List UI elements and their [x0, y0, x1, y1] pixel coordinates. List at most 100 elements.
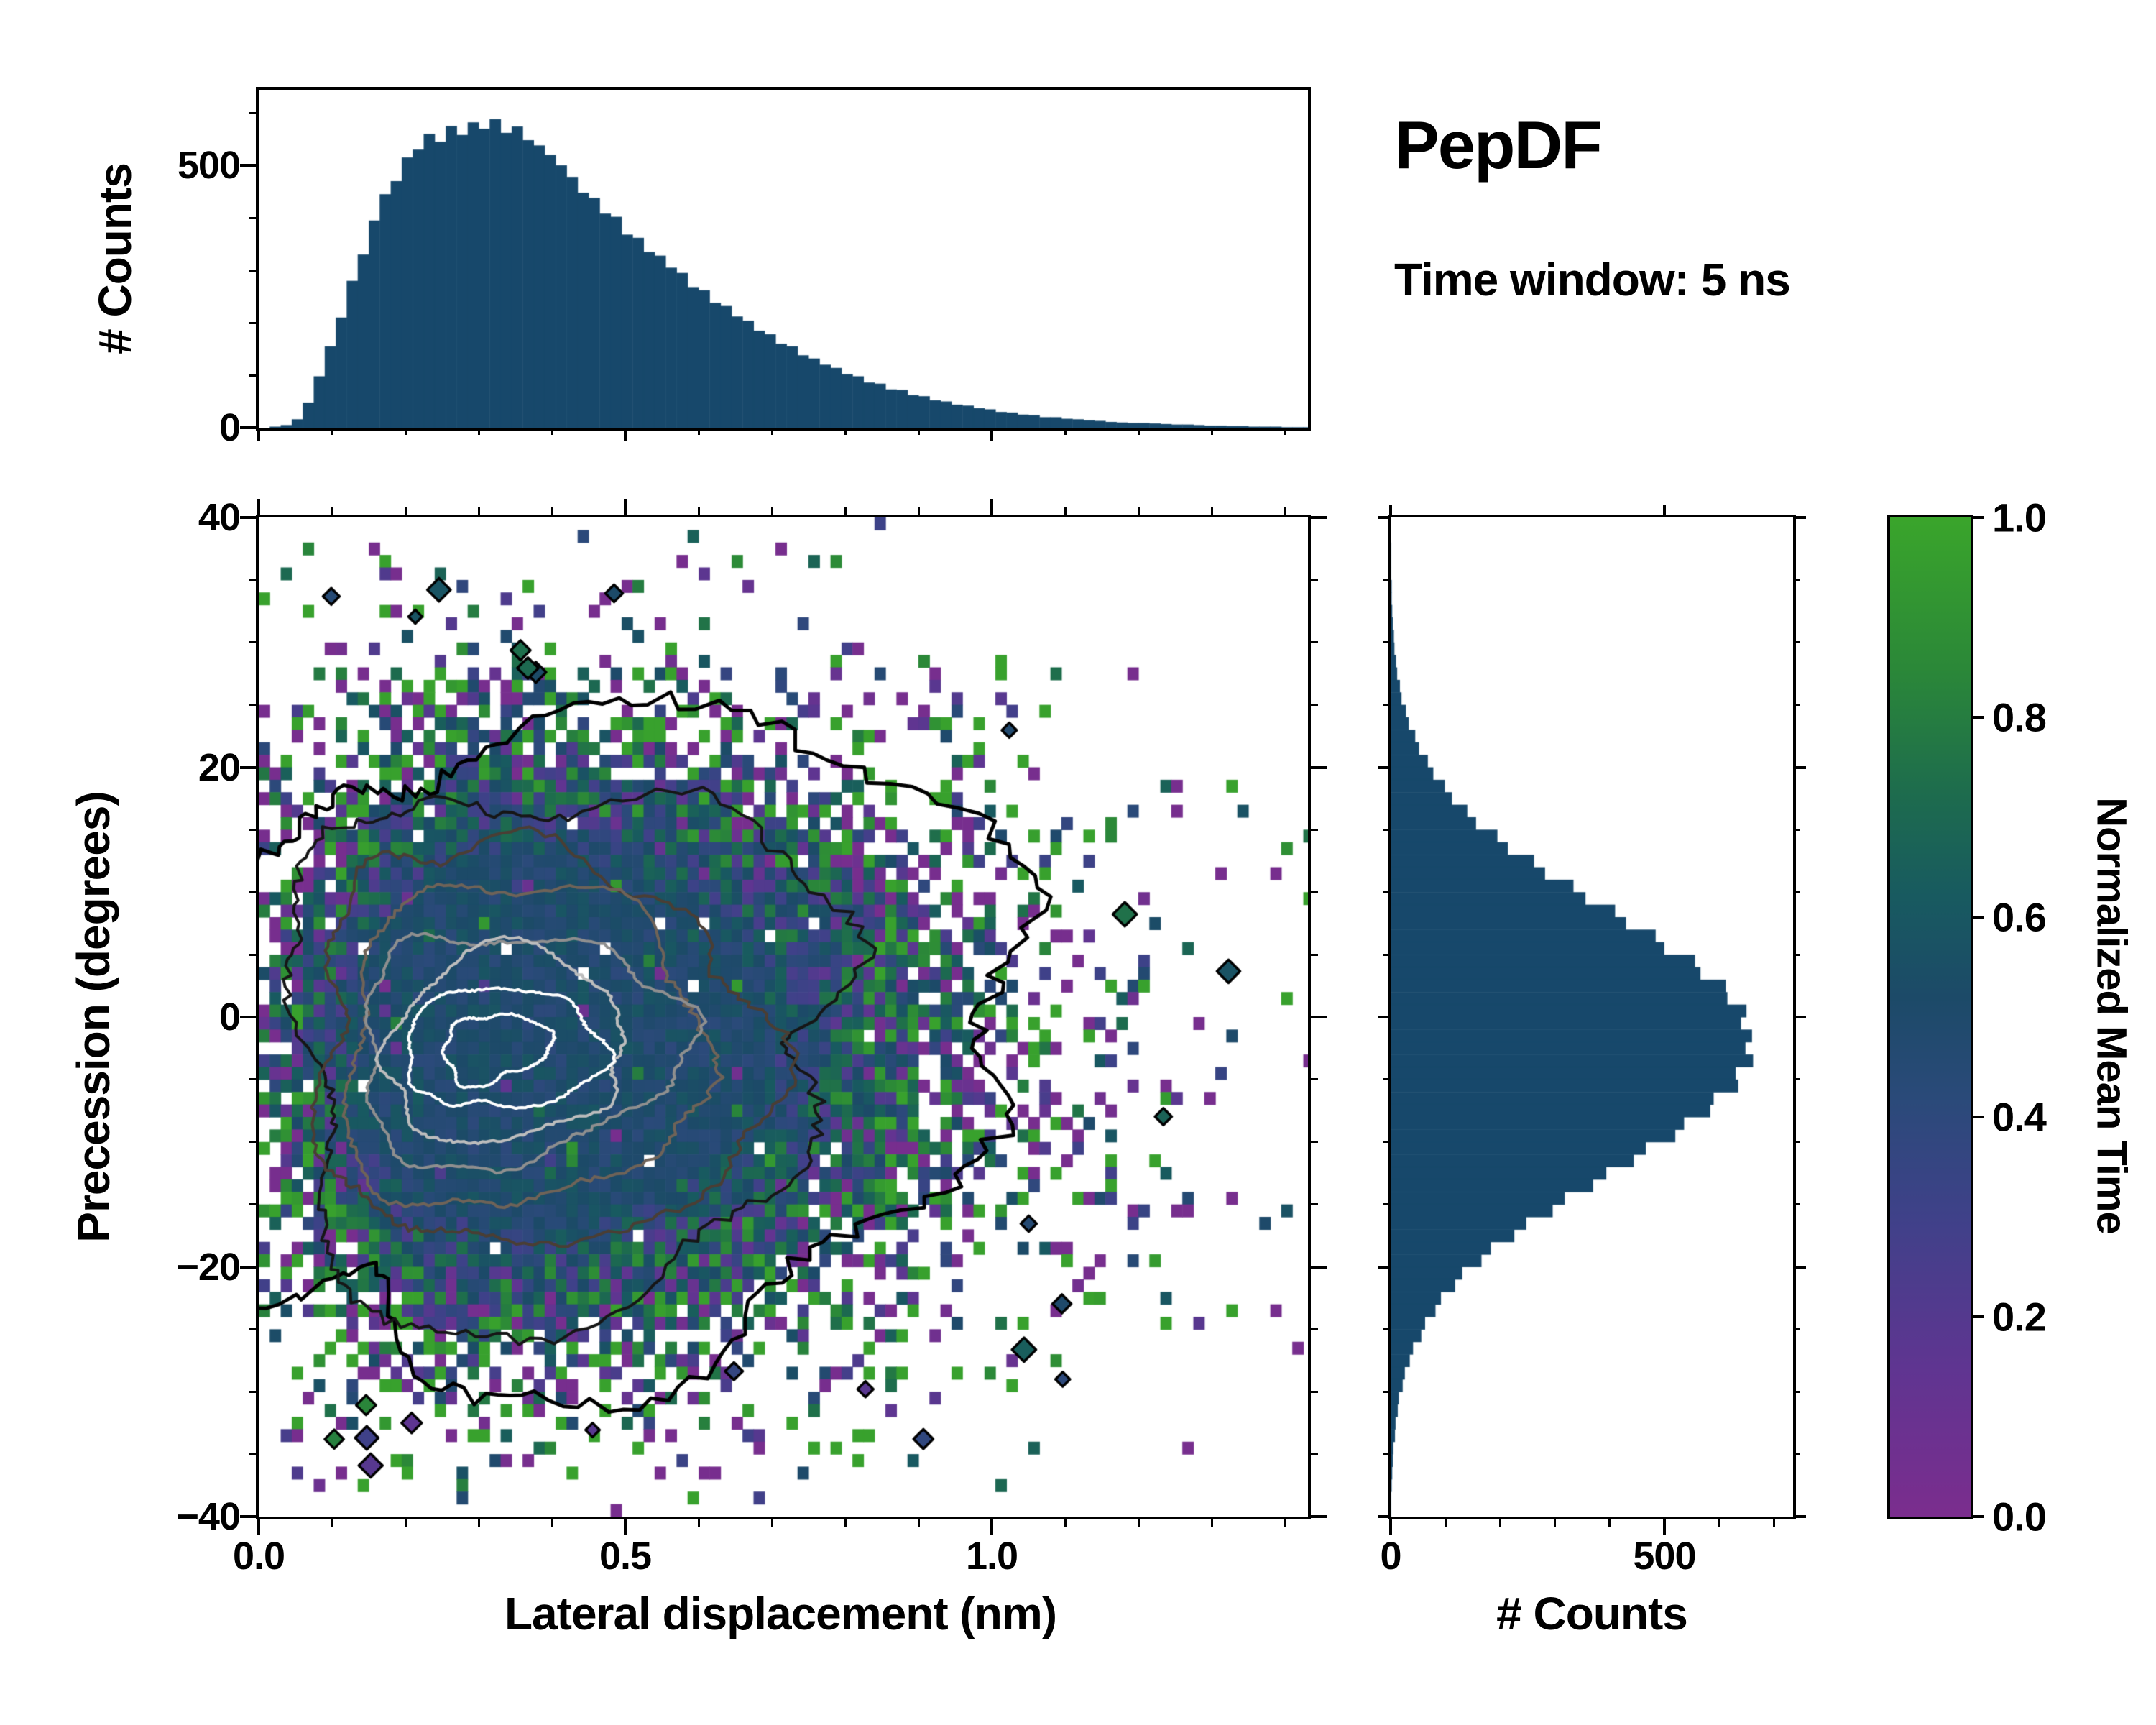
tick-mark [1444, 1517, 1447, 1527]
tick-mark [1308, 1265, 1327, 1269]
tick-mark [917, 428, 920, 435]
tick-mark [249, 269, 259, 272]
tick-mark [240, 516, 259, 519]
tick-mark [844, 507, 847, 518]
tick-label: 500 [1633, 1535, 1696, 1578]
tick-mark [249, 1203, 259, 1206]
tick-mark [1793, 1141, 1800, 1144]
right-histogram-panel [1388, 515, 1796, 1519]
tick-mark [1971, 1515, 1984, 1518]
tick-mark [1383, 641, 1391, 644]
tick-mark [1793, 579, 1800, 581]
tick-mark [990, 428, 993, 441]
tick-mark [624, 428, 627, 441]
tick-mark [240, 765, 259, 769]
right-histogram-canvas [1391, 518, 1793, 1517]
tick-mark [1308, 641, 1318, 644]
tick-mark [249, 1328, 259, 1330]
tick-mark [1793, 1453, 1800, 1455]
tick-mark [1793, 1265, 1806, 1269]
tick-mark [1971, 716, 1984, 719]
tick-mark [249, 1390, 259, 1393]
tick-mark [1793, 891, 1800, 893]
tick-mark [1793, 704, 1800, 707]
tick-mark [240, 1265, 259, 1269]
right-hist-xlabel: # Counts [1496, 1588, 1688, 1639]
tick-mark [624, 1517, 627, 1535]
tick-mark [1137, 1517, 1140, 1527]
tick-mark [1793, 641, 1800, 644]
tick-mark [550, 507, 553, 518]
main-ylabel: Precession (degrees) [68, 791, 119, 1243]
tick-mark [249, 704, 259, 707]
tick-mark [249, 828, 259, 831]
tick-mark [1308, 891, 1318, 893]
tick-label: 0 [218, 995, 241, 1039]
tick-mark [1308, 1390, 1318, 1393]
tick-mark [770, 1517, 773, 1527]
tick-mark [1662, 505, 1666, 518]
tick-mark [1308, 1515, 1327, 1518]
tick-mark [1383, 1141, 1391, 1144]
tick-mark [1971, 1315, 1984, 1318]
tick-mark [1378, 1515, 1391, 1518]
tick-mark [240, 426, 259, 429]
tick-mark [1064, 428, 1067, 435]
tick-label: 0.0 [1992, 1494, 2047, 1540]
tick-mark [1793, 765, 1806, 769]
tick-mark [1137, 507, 1140, 518]
tick-mark [1378, 1016, 1391, 1018]
tick-mark [1308, 579, 1318, 581]
tick-label: 0.2 [1992, 1294, 2047, 1340]
joint-heatmap-panel [256, 515, 1311, 1519]
tick-mark [249, 1078, 259, 1081]
tick-mark [1793, 1515, 1806, 1518]
tick-mark [1971, 1116, 1984, 1118]
top-histogram-canvas [259, 90, 1308, 428]
tick-mark [917, 507, 920, 518]
tick-mark [404, 1517, 407, 1527]
main-xlabel: Lateral displacement (nm) [504, 1588, 1057, 1639]
tick-mark [990, 499, 993, 518]
tick-mark [1772, 1517, 1775, 1527]
tick-mark [249, 374, 259, 377]
tick-label: 1.0 [965, 1535, 1018, 1578]
tick-mark [249, 579, 259, 581]
tick-label: 1.0 [1992, 494, 2047, 540]
tick-mark [1793, 953, 1800, 956]
tick-mark [249, 953, 259, 956]
tick-mark [249, 891, 259, 893]
plot-title: PepDF [1394, 107, 1603, 183]
tick-mark [1389, 505, 1392, 518]
tick-mark [1308, 1016, 1327, 1018]
tick-mark [240, 1016, 259, 1018]
tick-mark [249, 111, 259, 114]
tick-mark [1210, 1517, 1213, 1527]
tick-mark [1210, 507, 1213, 518]
colorbar-gradient [1890, 518, 1971, 1517]
tick-mark [404, 507, 407, 518]
tick-mark [1383, 579, 1391, 581]
tick-label: 0.0 [232, 1535, 285, 1578]
tick-mark [240, 1515, 259, 1518]
joint-heatmap-canvas [259, 518, 1308, 1517]
tick-mark [1971, 516, 1984, 519]
tick-mark [1389, 1517, 1392, 1535]
tick-mark [697, 1517, 700, 1527]
tick-mark [1662, 1517, 1666, 1535]
tick-label: 0.5 [599, 1535, 652, 1578]
tick-label: −40 [176, 1495, 241, 1538]
tick-mark [1308, 516, 1327, 519]
tick-label: 0.8 [1992, 694, 2047, 740]
tick-mark [477, 1517, 480, 1527]
tick-mark [1064, 507, 1067, 518]
tick-mark [1793, 1390, 1800, 1393]
tick-mark [257, 428, 260, 441]
tick-mark [1308, 1453, 1318, 1455]
tick-mark [1308, 1141, 1318, 1144]
tick-mark [844, 428, 847, 435]
tick-mark [1378, 765, 1391, 769]
tick-mark [770, 428, 773, 435]
tick-mark [1608, 1517, 1611, 1527]
